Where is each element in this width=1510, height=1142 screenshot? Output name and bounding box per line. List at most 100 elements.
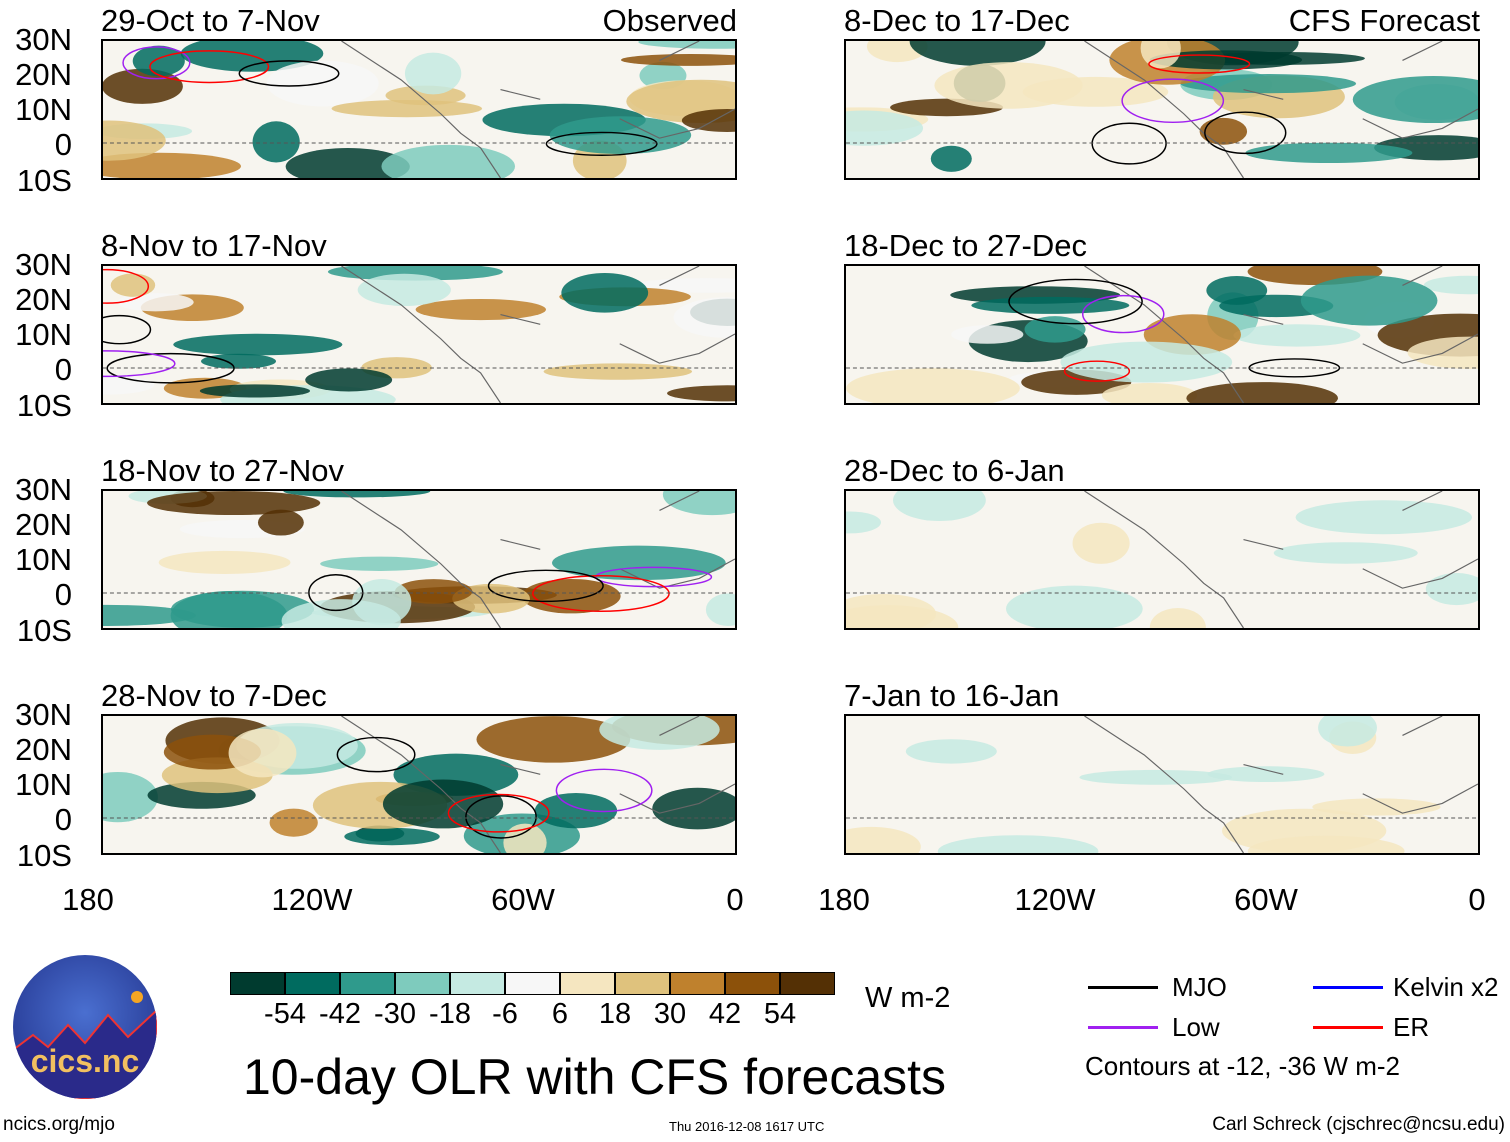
colorbar-swatch: [505, 972, 560, 995]
olr-anomaly-blob: [404, 52, 462, 95]
lat-label: 0: [54, 352, 72, 387]
legend-low: Low: [1172, 1012, 1220, 1042]
coastline: [341, 266, 735, 403]
olr-anomaly-blob: [1273, 542, 1418, 564]
olr-anomaly-blob: [285, 147, 410, 178]
contour: [238, 60, 340, 87]
panel-tag: Observed: [602, 3, 737, 38]
coastline: [341, 716, 735, 853]
panel-title: 8-Dec to 17-Dec: [844, 3, 1070, 38]
olr-anomaly-blob: [1006, 585, 1143, 628]
olr-anomaly-blob: [620, 54, 735, 66]
olr-anomaly-blob: [1072, 522, 1130, 564]
olr-anomaly-blob: [266, 60, 379, 107]
olr-anomaly-blob: [103, 152, 241, 178]
colorbar-label: 54: [763, 998, 797, 1030]
olr-anomaly-blob: [415, 298, 547, 321]
olr-anomaly-blob: [905, 739, 997, 764]
olr-anomaly-blob: [846, 368, 1020, 403]
colorbar-label: -30: [374, 998, 416, 1030]
olr-anomaly-blob: [1245, 142, 1413, 164]
lat-label: 30N: [15, 247, 72, 282]
contour: [106, 352, 235, 384]
olr-anomaly-blob: [283, 491, 431, 498]
colorbar-swatch: [780, 972, 835, 995]
colorbar-label: 30: [653, 998, 687, 1030]
lat-label: 0: [54, 127, 72, 162]
legend-mjo: MJO: [1172, 972, 1227, 1002]
colorbar-swatch: [395, 972, 450, 995]
olr-anomaly-blob: [320, 556, 439, 571]
olr-anomaly-blob: [1206, 275, 1268, 305]
olr-map-panel: [101, 489, 737, 630]
olr-anomaly-blob: [652, 787, 735, 830]
footer-url: ncics.org/mjo: [3, 1114, 115, 1135]
contour: [1121, 78, 1225, 124]
colorbar-label: 42: [708, 998, 742, 1030]
olr-anomaly-blob: [199, 384, 311, 398]
olr-anomaly-blob: [132, 45, 185, 77]
lon-label: 180: [818, 882, 870, 917]
olr-anomaly-blob: [331, 99, 483, 118]
olr-anomaly-blob: [1186, 382, 1338, 403]
olr-anomaly-blob: [158, 550, 291, 575]
olr-anomaly-blob: [103, 375, 155, 395]
contour: [1081, 294, 1165, 334]
olr-anomaly-blob: [170, 590, 315, 628]
lon-label: 0: [726, 882, 744, 917]
contour: [1204, 111, 1287, 155]
lat-label: 10N: [15, 767, 72, 802]
colorbar-units: W m-2: [865, 982, 951, 1014]
olr-anomaly-blob: [551, 545, 726, 581]
lat-label: 10S: [16, 613, 72, 648]
olr-anomaly-blob: [1079, 769, 1233, 785]
lat-label: 20N: [15, 507, 72, 542]
lon-label: 180: [62, 882, 114, 917]
lat-label: 20N: [15, 282, 72, 317]
colorbar-label: 18: [598, 998, 632, 1030]
olr-anomaly-blob: [930, 145, 972, 172]
olr-anomaly-blob: [673, 297, 735, 338]
lon-label: 60W: [491, 882, 555, 917]
colorbar-swatch: [285, 972, 340, 995]
olr-anomaly-blob: [951, 325, 1024, 344]
colorbar-swatch: [450, 972, 505, 995]
colorbar-label: -42: [319, 998, 361, 1030]
coastline: [1084, 41, 1478, 178]
olr-anomaly-blob: [667, 385, 735, 402]
colorbar-label: -18: [429, 998, 471, 1030]
olr-anomaly-blob: [638, 41, 735, 49]
olr-anomaly-blob: [561, 273, 649, 313]
olr-anomaly-blob: [846, 826, 921, 853]
footer-timestamp: Thu 2016-12-08 1617 UTC: [669, 1119, 825, 1134]
colorbar-swatch: [230, 972, 285, 995]
colorbar-swatch: [725, 972, 780, 995]
footer-author: Carl Schreck (cjschrec@ncsu.edu): [1212, 1114, 1505, 1135]
olr-map-panel: [101, 714, 737, 855]
contour: [545, 131, 658, 157]
olr-anomaly-blob: [201, 353, 277, 369]
olr-map-panel: [844, 489, 1480, 630]
lat-label: 10N: [15, 317, 72, 352]
lat-label: 20N: [15, 57, 72, 92]
olr-anomaly-blob: [103, 771, 158, 823]
logo-text: cics.nc: [30, 1043, 140, 1079]
olr-anomaly-blob: [1295, 500, 1473, 535]
olr-anomaly-blob: [103, 604, 196, 626]
olr-anomaly-blob: [269, 808, 318, 837]
olr-anomaly-blob: [909, 41, 1046, 66]
olr-map-panel: [101, 264, 737, 405]
olr-anomaly-blob: [103, 120, 166, 161]
coastline: [341, 491, 735, 628]
lat-label: 10N: [15, 542, 72, 577]
legend-kelvin-line: [1313, 986, 1383, 989]
panel-title: 28-Dec to 6-Jan: [844, 453, 1065, 488]
cics-logo: cics.nc: [13, 955, 157, 1099]
coastline: [1084, 266, 1478, 403]
olr-anomaly-blob: [257, 509, 304, 536]
olr-anomaly-blob: [846, 593, 936, 628]
contour: [103, 314, 152, 345]
lat-label: 0: [54, 802, 72, 837]
olr-anomaly-blob: [846, 110, 924, 146]
